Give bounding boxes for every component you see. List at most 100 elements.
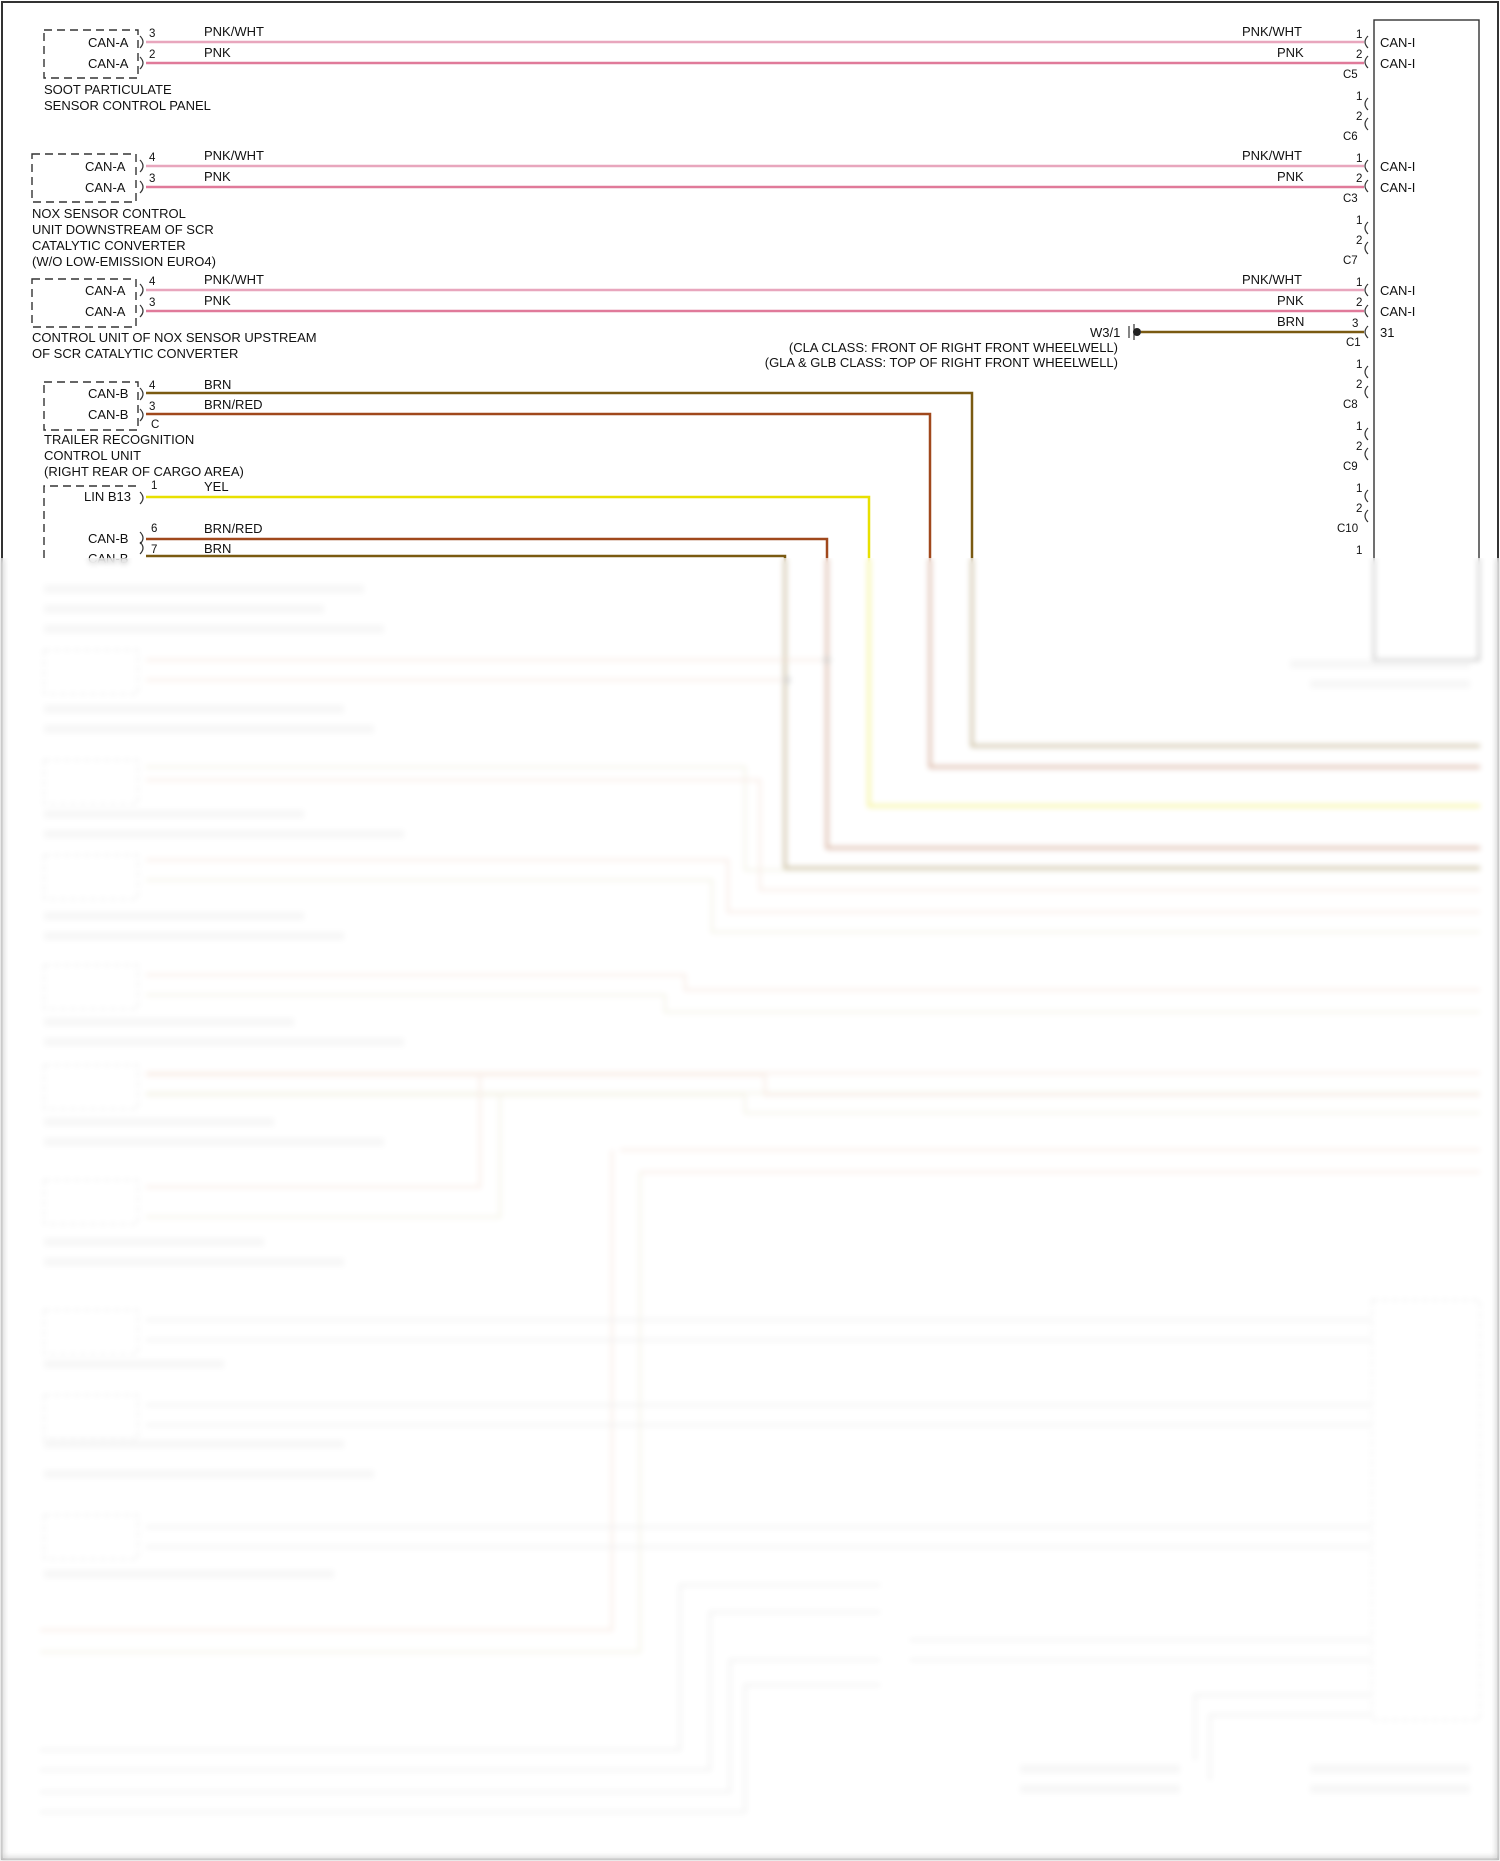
wire-lin-brn: [146, 554, 1480, 870]
c6-pin2: 2: [1356, 111, 1362, 123]
wire-label-trailer-brnred: BRN/RED: [204, 397, 263, 412]
lin-canb-pin6-number: 6: [151, 523, 157, 535]
c3-pin2: 2: [1356, 173, 1362, 185]
c8-pin2: 2: [1356, 379, 1362, 391]
c10-pin1: 1: [1356, 483, 1362, 495]
nox-upstream-module: CAN-A CAN-A 4 3 CONTROL UNIT OF NOX SENS…: [31, 276, 317, 361]
trailer-name-line2: CONTROL UNIT: [44, 448, 141, 463]
ground-note-gla-glb: (GLA & GLB CLASS: TOP OF RIGHT FRONT WHE…: [765, 355, 1118, 370]
lin-pin-number: 1: [151, 480, 157, 492]
obscured-lower-diagram: [40, 585, 1481, 1814]
c5-can-i-2: CAN-I: [1380, 56, 1415, 71]
nox-down-name-line1: NOX SENSOR CONTROL: [32, 206, 186, 221]
lin-module-box: [43, 485, 138, 558]
wire-label-lin-brnred: BRN/RED: [204, 521, 263, 536]
c6-pin1: 1: [1356, 91, 1362, 103]
nox-down-pin1-number: 4: [149, 152, 156, 164]
soot-pin1-label: CAN-A: [88, 35, 129, 50]
wire-label-ground-brn: BRN: [1277, 314, 1304, 329]
connector-c6: C6: [1343, 131, 1358, 143]
nox-up-pin1-label: CAN-A: [85, 283, 126, 298]
wire-label-lin-yel: YEL: [204, 479, 229, 494]
connector-c5: C5: [1343, 69, 1358, 81]
wire-label-noxup-pnkwht-left: PNK/WHT: [204, 272, 264, 287]
soot-pin2-label: CAN-A: [88, 56, 129, 71]
nox-down-pin2-number: 3: [149, 173, 155, 185]
connector-c3: C3: [1343, 193, 1358, 205]
nox-up-pin1-number: 4: [149, 276, 156, 288]
ground-w3-1: W3/1 (CLA CLASS: FRONT OF RIGHT FRONT WH…: [765, 324, 1141, 370]
c3-pin1: 1: [1356, 153, 1362, 165]
wire-label-soot-pnkwht-right: PNK/WHT: [1242, 24, 1302, 39]
nox-down-name-line2: UNIT DOWNSTREAM OF SCR: [32, 222, 214, 237]
wire-label-soot-pnk-left: PNK: [204, 45, 231, 60]
trailer-module-box: [43, 381, 139, 431]
c1-can-i-1: CAN-I: [1380, 283, 1415, 298]
soot-sensor-module: CAN-A CAN-A 3 2 SOOT PARTICULATE SENSOR …: [43, 28, 211, 113]
c7-pin1: 1: [1356, 215, 1362, 227]
ground-name: W3/1: [1090, 325, 1120, 340]
wire-label-noxdown-pnk-left: PNK: [204, 169, 231, 184]
lin-canb-module: LIN B13 CAN-B CAN-B 1 6 7: [43, 480, 157, 566]
connector-c9: C9: [1343, 461, 1358, 473]
connector-c10: C10: [1337, 523, 1358, 535]
wire-label-noxdown-pnkwht-right: PNK/WHT: [1242, 148, 1302, 163]
soot-module-name-line2: SENSOR CONTROL PANEL: [44, 98, 211, 113]
trailer-pin2-label: CAN-B: [88, 407, 128, 422]
lin-canb-pin7-label: CAN-B: [88, 551, 128, 566]
wire-label-noxup-pnk-left: PNK: [204, 293, 231, 308]
c9-pin2: 2: [1356, 441, 1362, 453]
nox-up-pin2-label: CAN-A: [85, 304, 126, 319]
trailer-pin2-number: 3: [149, 401, 155, 413]
connector-c1: C1: [1346, 337, 1361, 349]
c5-can-i-1: CAN-I: [1380, 35, 1415, 50]
trailer-pin1-number: 4: [149, 380, 156, 392]
c1-pin2: 2: [1356, 297, 1362, 309]
c1-pin1: 1: [1356, 277, 1362, 289]
wire-label-soot-pnk-right: PNK: [1277, 45, 1304, 60]
right-module-pins: 1 2 CAN-I CAN-I C5 1 2 C6 1 2 CAN-I CAN-…: [1337, 29, 1415, 557]
trailer-connector-label: C: [151, 419, 159, 431]
wire-label-trailer-brn: BRN: [204, 377, 231, 392]
c1-can-i-2: CAN-I: [1380, 304, 1415, 319]
c10-pin2: 2: [1356, 503, 1362, 515]
c1-ground-pin-31: 31: [1380, 325, 1394, 340]
wire-label-lin-brn: BRN: [204, 541, 231, 556]
wire-lin-yel: [146, 495, 1480, 808]
c3-can-i-2: CAN-I: [1380, 180, 1415, 195]
trailer-name-line1: TRAILER RECOGNITION: [44, 432, 194, 447]
lin-canb-pin6-label: CAN-B: [88, 531, 128, 546]
c5-pin2: 2: [1356, 49, 1362, 61]
ground-note-cla: (CLA CLASS: FRONT OF RIGHT FRONT WHEELWE…: [789, 340, 1118, 355]
ground-splice-dot: [1133, 328, 1141, 336]
trailer-name-line3: (RIGHT REAR OF CARGO AREA): [44, 464, 244, 479]
connector-c8: C8: [1343, 399, 1358, 411]
c1-pin3: 3: [1352, 318, 1358, 330]
nox-down-pin2-label: CAN-A: [85, 180, 126, 195]
nox-down-module-box: [31, 153, 137, 203]
c8-pin1: 1: [1356, 359, 1362, 371]
soot-module-name-line1: SOOT PARTICULATE: [44, 82, 172, 97]
lin-pin-label: LIN B13: [84, 489, 131, 504]
wire-label-soot-pnkwht-left: PNK/WHT: [204, 24, 264, 39]
soot-pin2-number: 2: [149, 49, 155, 61]
c11-pin1: 1: [1356, 545, 1362, 557]
connector-c7: C7: [1343, 255, 1358, 267]
trailer-pin1-label: CAN-B: [88, 386, 128, 401]
wire-label-noxup-pnkwht-right: PNK/WHT: [1242, 272, 1302, 287]
c5-pin1: 1: [1356, 29, 1362, 41]
c3-can-i-1: CAN-I: [1380, 159, 1415, 174]
nox-up-name-line1: CONTROL UNIT OF NOX SENSOR UPSTREAM: [32, 330, 317, 345]
wire-label-noxdown-pnkwht-left: PNK/WHT: [204, 148, 264, 163]
nox-up-pin2-number: 3: [149, 297, 155, 309]
soot-pin1-number: 3: [149, 28, 155, 40]
wire-label-noxdown-pnk-right: PNK: [1277, 169, 1304, 184]
nox-down-name-line3: CATALYTIC CONVERTER: [32, 238, 186, 253]
nox-downstream-module: CAN-A CAN-A 4 3 NOX SENSOR CONTROL UNIT …: [31, 152, 216, 269]
nox-down-pin1-label: CAN-A: [85, 159, 126, 174]
right-control-module-box: [1373, 19, 1480, 661]
soot-module-box: [43, 29, 139, 79]
lin-canb-pin7-number: 7: [151, 544, 157, 556]
nox-up-name-line2: OF SCR CATALYTIC CONVERTER: [32, 346, 238, 361]
